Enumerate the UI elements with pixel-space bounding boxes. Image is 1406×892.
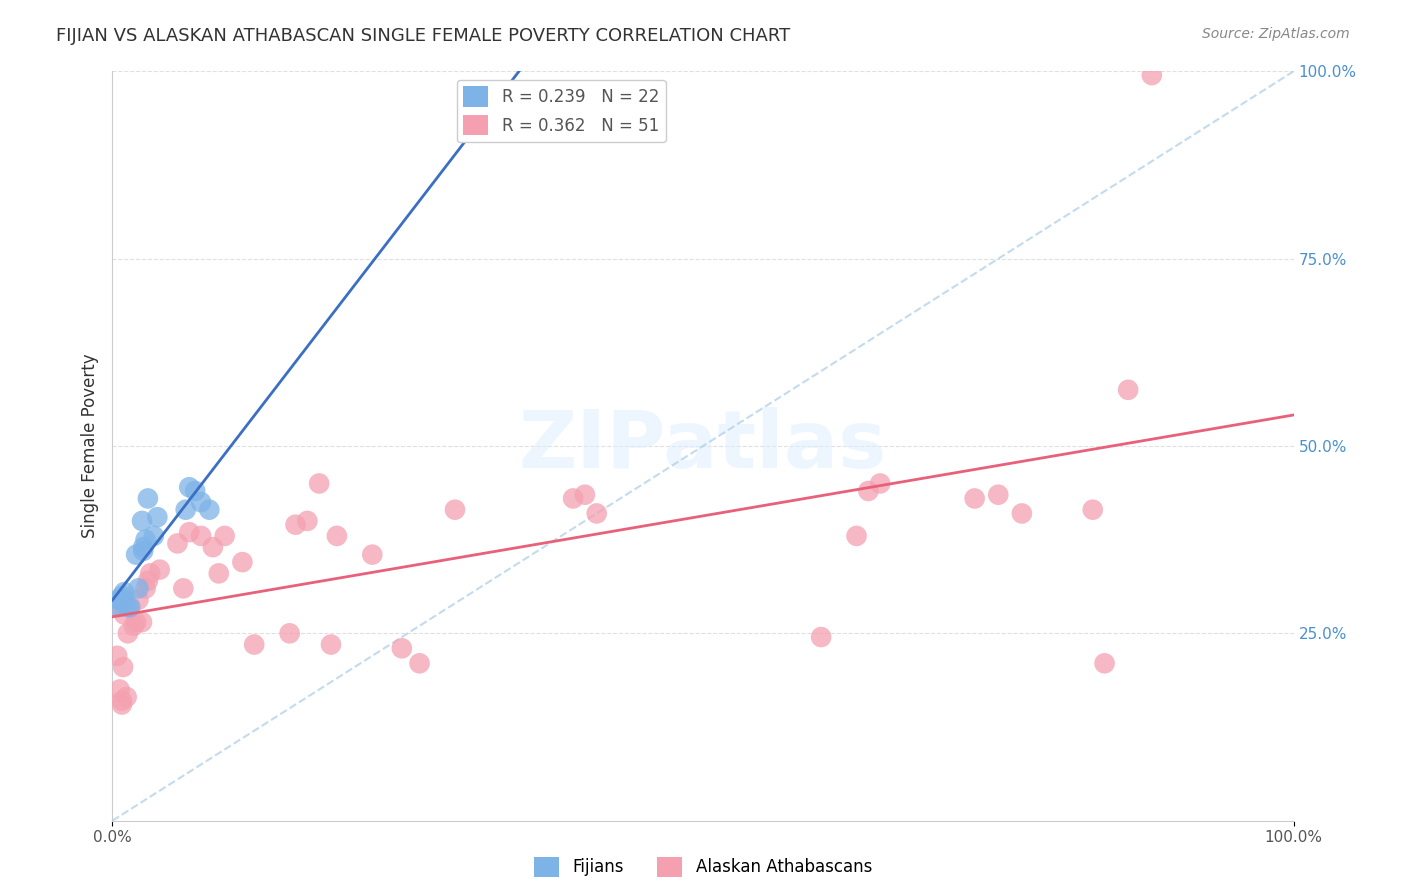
Legend: Fijians, Alaskan Athabascans: Fijians, Alaskan Athabascans [527,850,879,884]
Point [1140,68,1163,82]
Point [108,682,131,697]
Point [125,548,148,562]
Point [278,626,301,640]
Point [391,641,413,656]
Point [243,638,266,652]
Point [117,600,139,615]
Text: ZIPatlas: ZIPatlas [519,407,887,485]
Point [142,529,165,543]
Point [149,563,172,577]
Point [1116,383,1139,397]
Point [166,536,188,550]
Point [319,638,342,652]
Point [131,514,153,528]
Point [1081,502,1104,516]
Point [132,540,155,554]
Point [131,615,153,629]
Point [105,648,128,663]
Point [107,600,129,615]
Point [111,589,134,603]
Point [1094,657,1116,671]
Point [172,582,194,596]
Point [105,600,128,615]
Point [408,657,430,671]
Point [208,566,231,581]
Point [111,698,134,712]
Text: Source: ZipAtlas.com: Source: ZipAtlas.com [1202,27,1350,41]
Point [858,483,880,498]
Point [111,694,134,708]
Point [297,514,319,528]
Point [122,619,145,633]
Legend: R = 0.239   N = 22, R = 0.362   N = 51: R = 0.239 N = 22, R = 0.362 N = 51 [457,79,666,142]
Point [112,592,135,607]
Point [231,555,253,569]
Point [308,476,330,491]
Point [184,483,207,498]
Point [284,517,307,532]
Point [444,502,467,516]
Point [214,529,236,543]
Point [201,540,224,554]
Text: FIJIAN VS ALASKAN ATHABASCAN SINGLE FEMALE POVERTY CORRELATION CHART: FIJIAN VS ALASKAN ATHABASCAN SINGLE FEMA… [56,27,790,45]
Point [326,529,349,543]
Point [112,585,135,599]
Point [127,592,149,607]
Point [190,529,212,543]
Point [585,507,607,521]
Point [845,529,868,543]
Point [963,491,986,506]
Point [132,544,155,558]
Point [125,615,148,629]
Point [127,582,149,596]
Point [174,502,197,516]
Point [110,592,132,607]
Point [112,660,135,674]
Point [562,491,585,506]
Point [810,630,832,644]
Point [136,574,159,588]
Point [574,488,596,502]
Point [135,533,157,547]
Point [139,566,162,581]
Point [135,582,157,596]
Point [120,600,142,615]
Point [117,626,139,640]
Point [146,510,169,524]
Point [869,476,891,491]
Point [107,592,129,607]
Point [120,600,142,615]
Point [1011,507,1033,521]
Y-axis label: Single Female Poverty: Single Female Poverty [80,354,98,538]
Point [198,502,221,516]
Point [179,480,201,494]
Point [112,607,135,622]
Point [115,690,138,704]
Point [179,525,201,540]
Point [190,495,212,509]
Point [987,488,1010,502]
Point [136,491,159,506]
Point [361,548,384,562]
